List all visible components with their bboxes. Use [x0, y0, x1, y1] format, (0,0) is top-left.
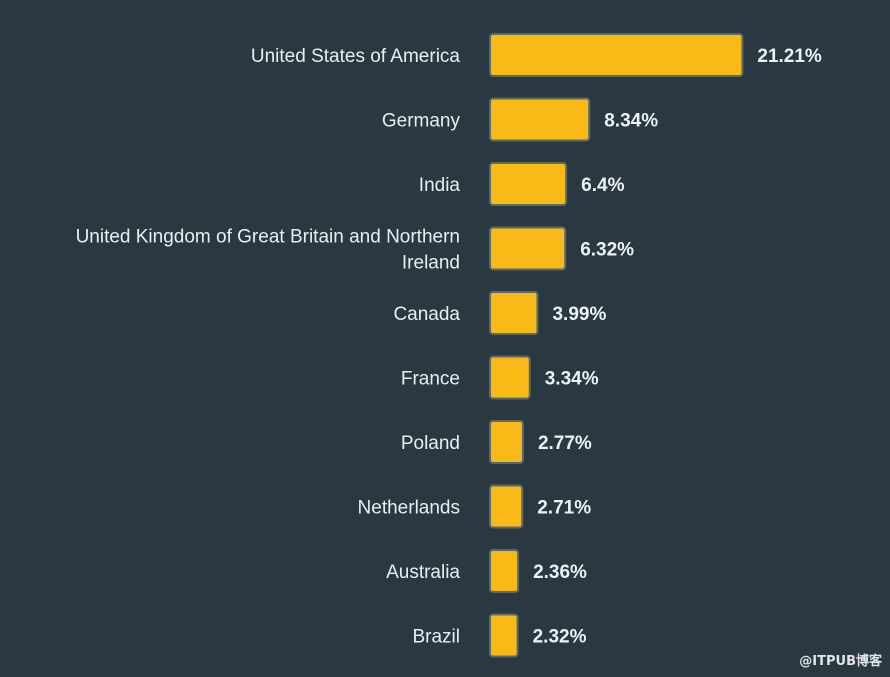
- category-label: Canada: [393, 304, 460, 325]
- bar-0: [489, 33, 744, 77]
- category-label: Brazil: [412, 627, 460, 648]
- bar-2: [489, 162, 568, 206]
- category-label: Poland: [401, 433, 460, 454]
- value-label: 2.32%: [533, 627, 587, 648]
- value-label: 2.36%: [533, 562, 587, 583]
- value-label: 8.34%: [604, 111, 658, 132]
- value-label: 2.77%: [538, 433, 592, 454]
- bar-6: [489, 420, 524, 464]
- category-label: India: [419, 175, 461, 196]
- value-label: 6.4%: [581, 175, 624, 196]
- bar-3: [489, 226, 567, 271]
- value-label: 3.34%: [545, 369, 599, 390]
- category-label: Netherlands: [358, 498, 460, 519]
- value-label: 6.32%: [580, 240, 634, 261]
- category-label: United Kingdom of Great Britain and Nort…: [76, 227, 460, 274]
- bar-5: [489, 355, 531, 400]
- category-label: France: [401, 369, 460, 390]
- bar-8: [489, 549, 520, 593]
- value-label: 3.99%: [552, 304, 606, 325]
- bar-7: [489, 484, 524, 529]
- category-label: United States of America: [251, 46, 461, 67]
- category-label: Australia: [386, 562, 460, 583]
- bar-4: [489, 291, 539, 335]
- value-label: 2.71%: [537, 498, 591, 519]
- bar-1: [489, 97, 591, 142]
- bar-9: [489, 613, 519, 658]
- value-label: 21.21%: [757, 46, 822, 67]
- category-label: Germany: [382, 111, 461, 132]
- watermark: @ITPUB博客: [799, 654, 882, 669]
